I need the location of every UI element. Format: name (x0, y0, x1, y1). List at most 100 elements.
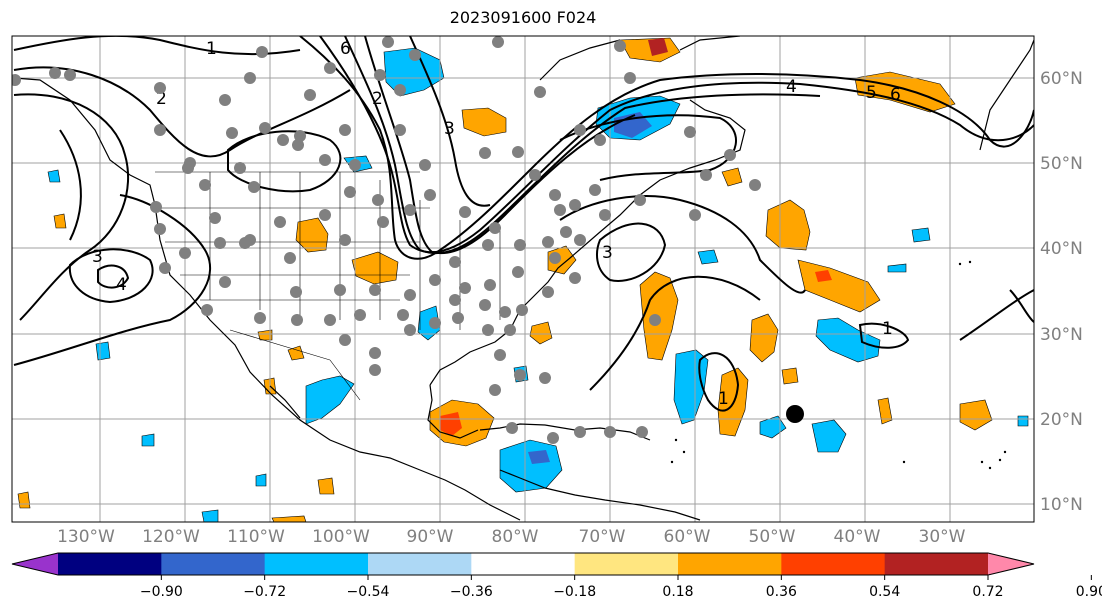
observation-dot (397, 309, 409, 321)
lon-tick-label: 80°W (492, 527, 539, 547)
observation-dot (749, 179, 761, 191)
map-frame (11, 35, 1035, 523)
observation-dot (394, 84, 406, 96)
observation-dot (554, 204, 566, 216)
height-contours (13, 36, 1034, 412)
colorbar-tick-label: −0.90 (140, 584, 183, 600)
observation-dot (219, 94, 231, 106)
observation-dot (226, 127, 238, 139)
observation-dot (636, 426, 648, 438)
observation-dot (689, 209, 701, 221)
observation-dot (560, 226, 572, 238)
observation-dot (529, 169, 541, 181)
observation-dot (512, 266, 524, 278)
lat-tick-label: 50°N (1040, 154, 1083, 174)
colorbar-tick-label: 0.90 (1076, 584, 1102, 600)
lon-tick-label: 90°W (407, 527, 454, 547)
observation-dot (594, 134, 606, 146)
observation-dot (484, 279, 496, 291)
observation-dot (369, 347, 381, 359)
observation-dot (214, 237, 226, 249)
colorbar-segment (471, 553, 576, 575)
longitude-tick-labels: 130°W 120°W 110°W 100°W 90°W 80°W 70°W 6… (57, 527, 966, 547)
observation-dot (449, 294, 461, 306)
observation-dot (284, 252, 296, 264)
observation-dot (614, 40, 626, 52)
observation-dot (344, 186, 356, 198)
observation-dot (256, 46, 268, 58)
observation-dot (349, 159, 361, 171)
observation-dot (274, 216, 286, 228)
colorbar-tick-label: −0.18 (553, 584, 596, 600)
observation-dot (599, 209, 611, 221)
contour-label: 2 (156, 89, 167, 109)
observation-dot (292, 139, 304, 151)
observation-dot (489, 384, 501, 396)
lon-tick-label: 40°W (834, 527, 881, 547)
observation-dot (534, 86, 546, 98)
observation-dot (64, 69, 76, 81)
observation-dot (304, 89, 316, 101)
colorbar-segment (368, 553, 472, 575)
observation-dot (499, 306, 511, 318)
observation-dot (244, 72, 256, 84)
observation-dot (409, 49, 421, 61)
observation-dot (382, 36, 394, 48)
latitude-tick-labels: 60°N 50°N 40°N 30°N 20°N 10°N (1040, 69, 1083, 515)
observation-dot (369, 284, 381, 296)
observation-dot (154, 82, 166, 94)
coastlines (13, 36, 1034, 521)
contour-label: 5 (866, 83, 877, 103)
lon-tick-label: 30°W (919, 527, 966, 547)
observation-dot (494, 349, 506, 361)
observation-dot (424, 189, 436, 201)
observation-dot (514, 369, 526, 381)
colorbar-tick-label: 0.54 (869, 584, 900, 600)
colorbar-segment (161, 553, 266, 575)
colorbar-outline (11, 552, 1035, 576)
observation-dot (369, 364, 381, 376)
contour-label: 3 (92, 247, 103, 267)
lon-tick-label: 120°W (142, 527, 200, 547)
observation-dot (569, 272, 581, 284)
observation-dot (549, 189, 561, 201)
map-panel: 1 1 1 2 2 3 3 3 4 4 5 6 6 (12, 36, 1034, 522)
contour-label: 1 (718, 389, 729, 409)
observation-dot (277, 134, 289, 146)
observation-dot (319, 209, 331, 221)
observation-dot (154, 223, 166, 235)
observation-dot (154, 124, 166, 136)
lon-tick-label: 110°W (227, 527, 285, 547)
lat-tick-label: 10°N (1040, 495, 1083, 515)
lon-tick-label: 130°W (57, 527, 115, 547)
strong-negative-shading (528, 112, 652, 464)
contour-label: 4 (116, 275, 127, 295)
contour-labels: 1 1 1 2 2 3 3 3 4 4 5 6 6 (92, 39, 901, 409)
observation-dot (514, 239, 526, 251)
observation-dot (684, 126, 696, 138)
lon-tick-label: 50°W (749, 527, 796, 547)
observation-dot (429, 274, 441, 286)
lat-tick-label: 40°N (1040, 239, 1083, 259)
observation-dot (569, 199, 581, 211)
lat-tick-label: 30°N (1040, 325, 1083, 345)
lon-tick-label: 60°W (664, 527, 711, 547)
colorbar-tick-label: −0.72 (243, 584, 286, 600)
lat-tick-label: 20°N (1040, 410, 1083, 430)
observation-dot (634, 194, 646, 206)
observation-dot (504, 324, 516, 336)
observation-dot (429, 317, 441, 329)
lat-tick-label: 60°N (1040, 69, 1083, 89)
observation-dot (482, 324, 494, 336)
observation-dot (624, 72, 636, 84)
observation-dot (539, 372, 551, 384)
lon-tick-label: 100°W (312, 527, 370, 547)
observation-dot (339, 334, 351, 346)
contour-label: 2 (372, 89, 383, 109)
observation-dot (604, 426, 616, 438)
observation-dot (574, 234, 586, 246)
observation-dot (254, 312, 266, 324)
observation-dot (589, 184, 601, 196)
observation-dot (12, 74, 21, 86)
